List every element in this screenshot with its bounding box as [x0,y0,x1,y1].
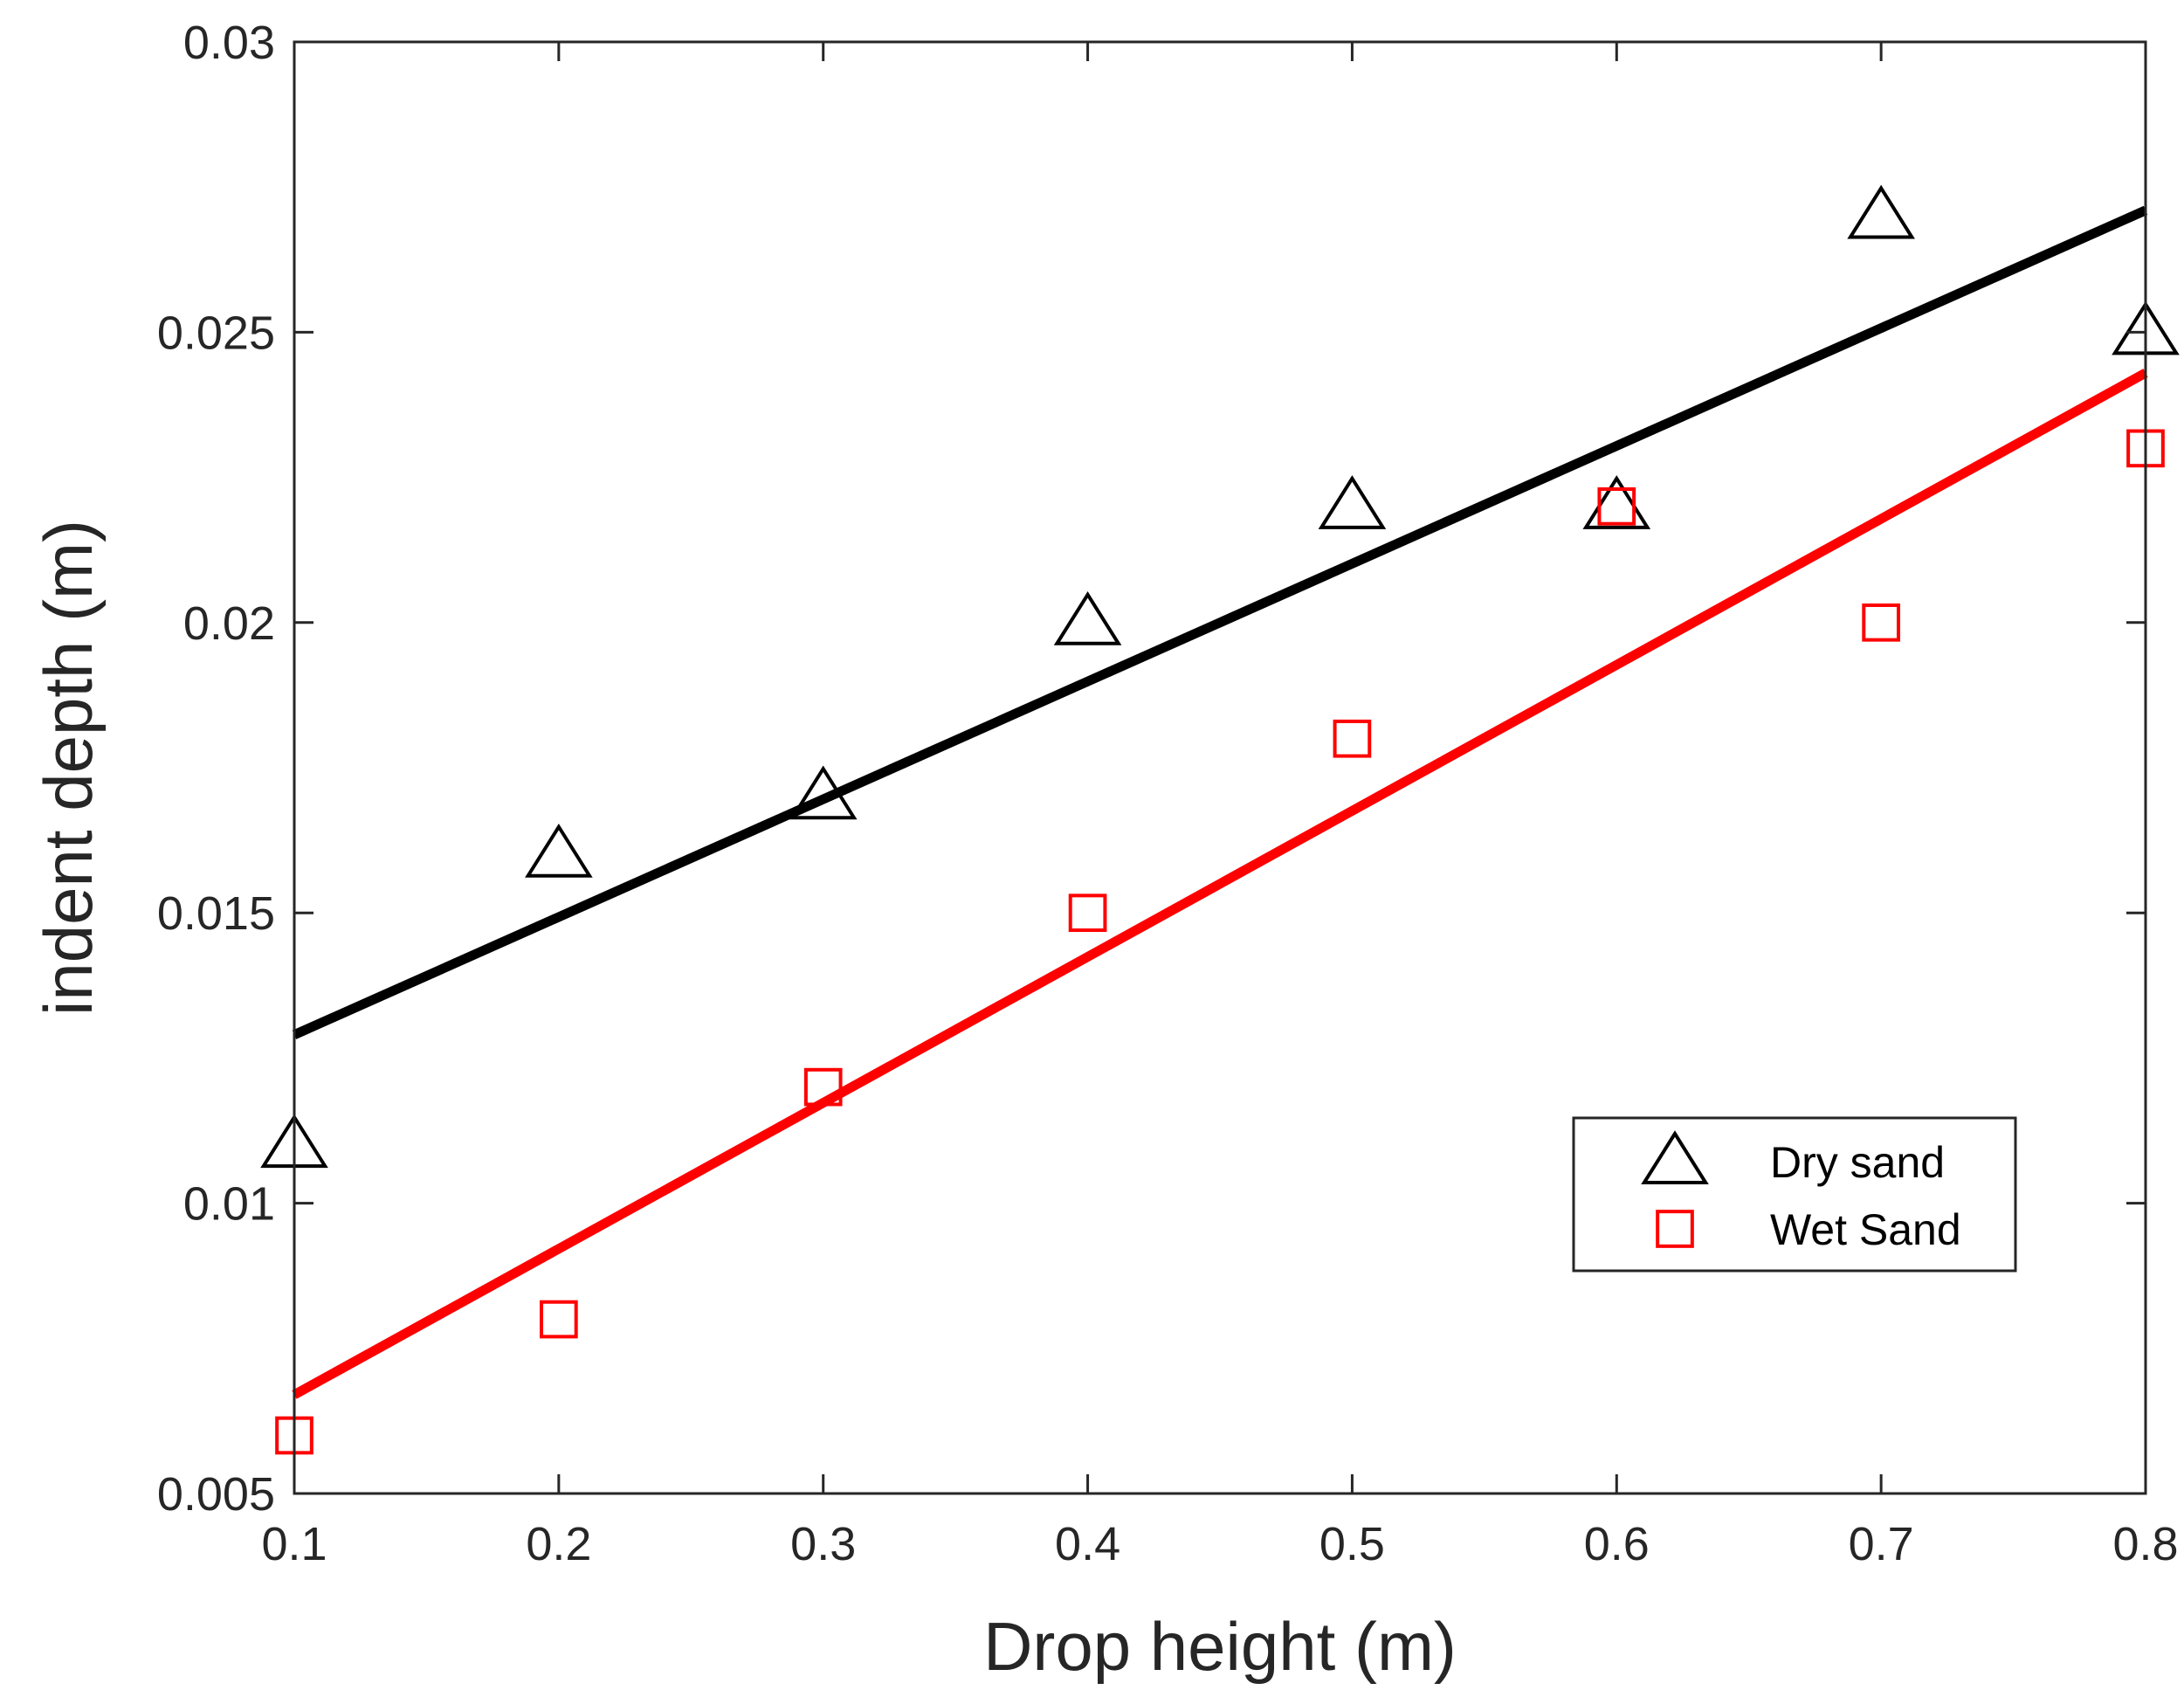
plot-frame [293,40,2147,1495]
x-tick-label: 0.7 [1849,1518,1914,1570]
fit-line-dry-sand [292,205,2148,1039]
legend-label-wet-sand: Wet Sand [1770,1205,1961,1254]
x-tick-labels: 0.1 0.2 0.3 0.4 0.5 0.6 0.7 0.8 [261,1518,2178,1570]
data-point-dry-sand [1053,591,1122,645]
y-tick-label: 0.005 [157,1468,275,1521]
data-point-dry-sand [1582,475,1651,529]
y-tick-label: 0.025 [157,307,275,359]
data-point-wet-sand [1068,893,1107,933]
legend-label-dry-sand: Dry sand [1770,1138,1945,1187]
data-point-dry-sand [525,823,593,878]
x-tick-label: 0.6 [1584,1518,1650,1570]
y-tick-labels: 0.005 0.01 0.015 0.02 0.025 0.03 [157,17,275,1521]
data-point-wet-sand [1597,487,1636,526]
data-point-wet-sand [803,1067,843,1107]
data-point-dry-sand [1847,184,1915,239]
x-tick-label: 0.5 [1319,1518,1385,1570]
x-tick-label: 0.3 [790,1518,856,1570]
legend: Dry sand Wet Sand [1572,1116,2017,1273]
x-tick-label: 0.2 [526,1518,591,1570]
legend-marker-dry-sand [1641,1130,1709,1184]
fit-line-wet-sand [292,369,2148,1399]
legend-marker-wet-sand [1656,1210,1694,1248]
y-tick-label: 0.01 [183,1178,275,1231]
legend-box [1572,1116,2017,1273]
x-tick-label: 0.8 [2112,1518,2178,1570]
data-point-dry-sand [789,765,858,820]
data-point-dry-sand [1318,475,1387,529]
data-point-wet-sand [1333,719,1372,758]
y-axis-title: indent depth (m) [30,520,107,1016]
data-point-wet-sand [540,1300,578,1339]
y-tick-label: 0.03 [183,17,275,69]
x-tick-label: 0.4 [1055,1518,1120,1570]
plot-background [294,42,2146,1493]
data-point-wet-sand [1862,603,1900,642]
y-tick-label: 0.015 [157,887,275,940]
y-tick-label: 0.02 [183,597,275,650]
fit-lines [292,205,2148,1399]
x-axis-title: Drop height (m) [983,1608,1457,1685]
ticks [293,40,2147,1495]
legend-entries: Dry sand Wet Sand [1641,1130,1961,1254]
x-tick-label: 0.1 [261,1518,327,1570]
